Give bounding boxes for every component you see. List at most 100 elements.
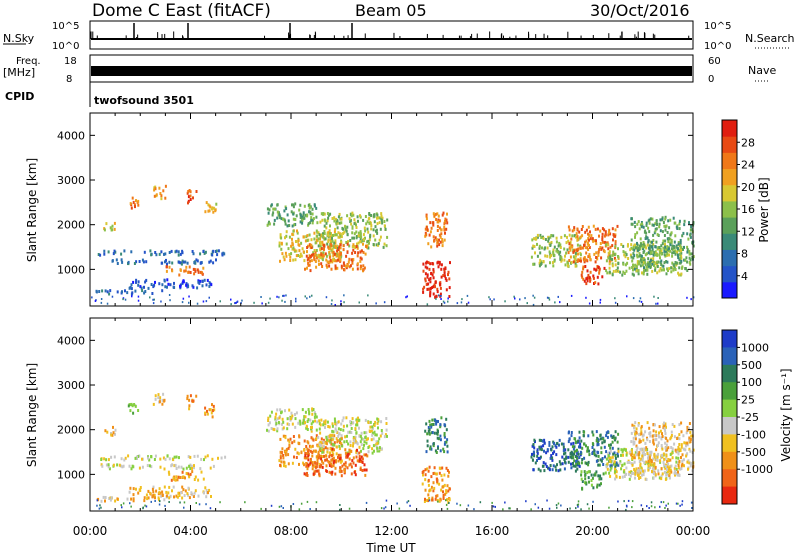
power-ground-cell (276, 295, 278, 298)
velocity-range-cell (671, 447, 674, 451)
velocity-range-cell (438, 499, 441, 503)
power-range-cell (189, 190, 192, 194)
velocity-ground-cell (577, 500, 580, 503)
velocity-range-cell (585, 481, 588, 485)
velocity-range-cell (433, 486, 436, 490)
velocity-range-cell (641, 456, 644, 460)
velocity-range-cell (138, 488, 141, 492)
velocity-range-cell (152, 402, 155, 406)
power-range-cell (642, 261, 645, 265)
power-range-cell (596, 227, 599, 231)
power-colorbar-swatch (722, 136, 737, 153)
velocity-range-cell (305, 462, 308, 465)
velocity-range-cell (660, 467, 663, 471)
power-range-cell (681, 234, 684, 238)
power-range-cell (648, 262, 651, 266)
velocity-range-cell (334, 466, 337, 470)
velocity-range-cell (435, 477, 438, 481)
power-range-cell (124, 289, 126, 293)
power-range-cell (582, 277, 585, 281)
power-ground-cell (438, 294, 440, 297)
power-range-cell (637, 262, 640, 266)
power-range-cell (279, 233, 282, 237)
power-range-cell (292, 258, 295, 262)
power-range-cell (357, 241, 360, 245)
power-ground-cell (488, 296, 490, 299)
power-range-cell (294, 258, 297, 262)
power-range-cell (305, 235, 308, 239)
power-range-cell (290, 244, 293, 248)
velocity-range-cell (319, 423, 322, 427)
velocity-range-cell (660, 456, 663, 460)
velocity-range-cell (174, 463, 177, 467)
power-range-cell (130, 250, 133, 254)
power-range-cell (108, 292, 111, 296)
power-range-cell (648, 230, 651, 234)
power-range-cell (664, 228, 667, 232)
power-range-cell (335, 254, 338, 258)
power-range-cell (311, 221, 314, 225)
power-range-cell (369, 233, 372, 237)
velocity-range-cell (664, 457, 667, 461)
velocity-range-cell (303, 456, 306, 460)
velocity-range-cell (655, 430, 658, 434)
velocity-range-cell (572, 441, 575, 445)
power-range-cell (444, 220, 446, 223)
velocity-range-cell (351, 459, 354, 463)
velocity-range-cell (356, 448, 358, 452)
power-range-cell (667, 249, 670, 253)
power-range-cell (302, 213, 305, 217)
power-ground-cell (640, 300, 643, 303)
velocity-range-cell (445, 489, 448, 493)
velocity-range-cell (376, 442, 379, 445)
velocity-ground-cell (580, 508, 582, 511)
velocity-range-cell (138, 454, 141, 458)
velocity-range-cell (315, 434, 318, 438)
power-range-cell (318, 262, 320, 266)
power-range-cell (559, 246, 562, 249)
power-range-cell (362, 242, 364, 246)
power-range-cell (653, 260, 656, 264)
power-range-cell (572, 255, 575, 259)
velocity-range-cell (111, 433, 114, 437)
power-range-cell (571, 245, 574, 249)
power-range-cell (315, 265, 318, 269)
velocity-range-cell (689, 437, 692, 441)
velocity-range-cell (677, 456, 680, 460)
velocity-ground-cell (456, 502, 458, 505)
power-range-cell (686, 269, 689, 272)
velocity-range-cell (320, 441, 323, 445)
velocity-range-cell (690, 434, 693, 438)
velocity-range-cell (297, 421, 300, 425)
power-range-cell (603, 228, 606, 232)
power-range-cell (208, 284, 211, 288)
power-range-cell (607, 256, 610, 260)
power-range-cell (338, 250, 341, 254)
velocity-range-cell (340, 469, 343, 473)
velocity-range-cell (350, 472, 353, 476)
velocity-range-cell (686, 428, 689, 432)
power-range-cell (645, 265, 648, 269)
power-range-cell (317, 259, 320, 263)
power-ground-cell (614, 297, 616, 300)
velocity-range-cell (143, 499, 146, 503)
velocity-range-cell (287, 462, 290, 466)
power-range-cell (338, 221, 341, 225)
velocity-range-cell (189, 455, 192, 459)
velocity-range-cell (303, 439, 306, 443)
velocity-range-cell (326, 447, 329, 451)
power-range-cell (586, 276, 589, 280)
power-range-cell (215, 202, 218, 206)
power-range-cell (635, 268, 638, 272)
power-range-cell (617, 269, 620, 273)
velocity-range-cell (322, 440, 325, 444)
velocity-range-cell (567, 431, 570, 435)
power-range-cell (422, 290, 425, 294)
power-range-cell (321, 258, 324, 262)
power-ground-cell (100, 298, 103, 300)
power-range-cell (634, 263, 637, 267)
velocity-range-cell (367, 450, 370, 454)
power-range-cell (601, 232, 604, 236)
velocity-range-cell (443, 442, 446, 446)
power-range-cell (383, 242, 386, 246)
